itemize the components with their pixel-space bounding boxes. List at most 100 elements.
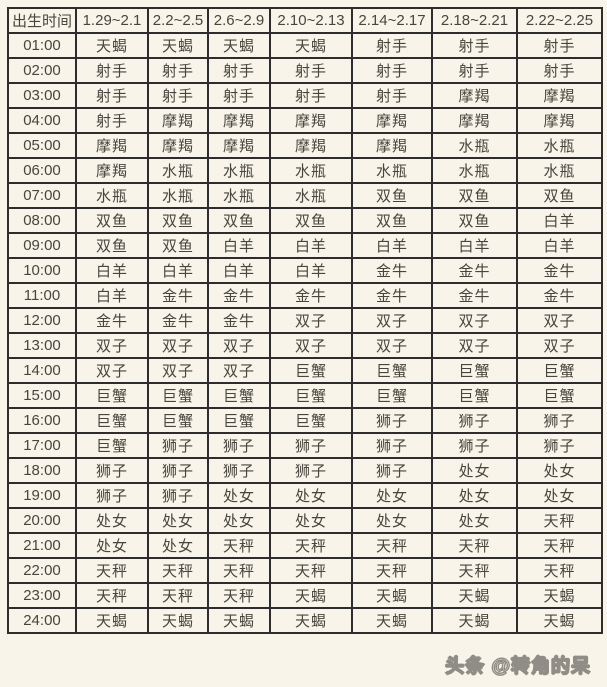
zodiac-cell: 巨蟹 [75, 432, 149, 459]
zodiac-cell: 狮子 [75, 482, 149, 509]
zodiac-cell: 狮子 [516, 432, 603, 459]
date-range-header: 2.10~2.13 [269, 7, 353, 34]
time-cell: 14:00 [7, 357, 77, 384]
zodiac-cell: 水瓶 [431, 157, 518, 184]
zodiac-cell: 天蝎 [75, 32, 149, 59]
zodiac-cell: 射手 [431, 57, 518, 84]
time-cell: 20:00 [7, 507, 77, 534]
zodiac-cell: 处女 [75, 507, 149, 534]
table-row: 21:00 处女 处女 天秤 天秤 天秤 天秤 天秤 [7, 532, 603, 559]
zodiac-cell: 狮子 [351, 407, 433, 434]
zodiac-cell: 金牛 [516, 282, 603, 309]
time-cell: 12:00 [7, 307, 77, 334]
zodiac-cell: 天秤 [269, 532, 353, 559]
table-row: 22:00 天秤 天秤 天秤 天秤 天秤 天秤 天秤 [7, 557, 603, 584]
zodiac-cell: 天蝎 [431, 607, 518, 634]
table-row: 01:00 天蝎 天蝎 天蝎 天蝎 射手 射手 射手 [7, 32, 603, 59]
zodiac-cell: 处女 [431, 507, 518, 534]
zodiac-cell: 双子 [431, 332, 518, 359]
toutiao-watermark: 头条 @转角的呆 [445, 656, 591, 678]
zodiac-cell: 双鱼 [431, 207, 518, 234]
zodiac-cell: 白羊 [516, 207, 603, 234]
time-cell: 09:00 [7, 232, 77, 259]
zodiac-cell: 射手 [269, 82, 353, 109]
table-row: 18:00 狮子 狮子 狮子 狮子 狮子 处女 处女 [7, 457, 603, 484]
zodiac-cell: 摩羯 [516, 82, 603, 109]
zodiac-cell: 双鱼 [516, 182, 603, 209]
zodiac-cell: 巨蟹 [207, 407, 271, 434]
zodiac-cell: 射手 [351, 82, 433, 109]
zodiac-cell: 射手 [207, 82, 271, 109]
table-row: 24:00 天蝎 天蝎 天蝎 天蝎 天蝎 天蝎 天蝎 [7, 607, 603, 634]
zodiac-cell: 金牛 [147, 307, 209, 334]
zodiac-cell: 金牛 [147, 282, 209, 309]
zodiac-cell: 处女 [351, 507, 433, 534]
zodiac-cell: 白羊 [431, 232, 518, 259]
zodiac-cell: 巨蟹 [269, 407, 353, 434]
zodiac-cell: 处女 [269, 507, 353, 534]
zodiac-cell: 天秤 [431, 532, 518, 559]
zodiac-cell: 摩羯 [147, 107, 209, 134]
time-cell: 05:00 [7, 132, 77, 159]
zodiac-cell: 双子 [207, 357, 271, 384]
table-row: 08:00 双鱼 双鱼 双鱼 双鱼 双鱼 双鱼 白羊 [7, 207, 603, 234]
zodiac-cell: 处女 [75, 532, 149, 559]
zodiac-cell: 射手 [75, 57, 149, 84]
zodiac-cell: 处女 [431, 482, 518, 509]
zodiac-cell: 射手 [75, 82, 149, 109]
zodiac-cell: 处女 [147, 532, 209, 559]
zodiac-cell: 天蝎 [207, 607, 271, 634]
zodiac-cell: 双鱼 [269, 207, 353, 234]
zodiac-cell: 天秤 [516, 532, 603, 559]
zodiac-cell: 处女 [516, 457, 603, 484]
zodiac-cell: 巨蟹 [75, 382, 149, 409]
zodiac-cell: 白羊 [75, 282, 149, 309]
zodiac-cell: 水瓶 [207, 157, 271, 184]
zodiac-cell: 双鱼 [147, 207, 209, 234]
date-range-header: 2.6~2.9 [207, 7, 271, 34]
zodiac-cell: 双子 [351, 307, 433, 334]
zodiac-cell: 天秤 [351, 532, 433, 559]
time-cell: 22:00 [7, 557, 77, 584]
time-cell: 18:00 [7, 457, 77, 484]
zodiac-cell: 双鱼 [431, 182, 518, 209]
zodiac-cell: 射手 [351, 32, 433, 59]
time-cell: 07:00 [7, 182, 77, 209]
zodiac-cell: 摩羯 [269, 132, 353, 159]
zodiac-time-table: 出生时间 1.29~2.1 2.2~2.5 2.6~2.9 2.10~2.13 2.14~… [7, 7, 603, 634]
zodiac-cell: 狮子 [431, 432, 518, 459]
zodiac-cell: 白羊 [75, 257, 149, 284]
zodiac-cell: 天蝎 [207, 32, 271, 59]
zodiac-cell: 天蝎 [269, 32, 353, 59]
zodiac-cell: 狮子 [207, 432, 271, 459]
zodiac-cell: 水瓶 [516, 157, 603, 184]
zodiac-cell: 射手 [147, 57, 209, 84]
zodiac-cell: 摩羯 [147, 132, 209, 159]
date-range-header: 2.18~2.21 [431, 7, 518, 34]
table-row: 02:00 射手 射手 射手 射手 射手 射手 射手 [7, 57, 603, 84]
zodiac-cell: 双鱼 [207, 207, 271, 234]
date-range-header: 2.22~2.25 [516, 7, 603, 34]
time-cell: 21:00 [7, 532, 77, 559]
zodiac-cell: 摩羯 [431, 82, 518, 109]
zodiac-cell: 双鱼 [75, 232, 149, 259]
zodiac-cell: 摩羯 [431, 107, 518, 134]
zodiac-cell: 射手 [75, 107, 149, 134]
table-row: 11:00 白羊 金牛 金牛 金牛 金牛 金牛 金牛 [7, 282, 603, 309]
zodiac-cell: 金牛 [351, 257, 433, 284]
zodiac-cell: 水瓶 [516, 132, 603, 159]
zodiac-cell: 金牛 [351, 282, 433, 309]
zodiac-cell: 摩羯 [75, 132, 149, 159]
zodiac-cell: 天秤 [75, 557, 149, 584]
zodiac-cell: 双子 [431, 307, 518, 334]
zodiac-cell: 金牛 [516, 257, 603, 284]
zodiac-cell: 射手 [431, 32, 518, 59]
zodiac-cell: 天秤 [75, 582, 149, 609]
table-row: 07:00 水瓶 水瓶 水瓶 水瓶 双鱼 双鱼 双鱼 [7, 182, 603, 209]
time-cell: 24:00 [7, 607, 77, 634]
zodiac-cell: 巨蟹 [351, 357, 433, 384]
table-row: 06:00 摩羯 水瓶 水瓶 水瓶 水瓶 水瓶 水瓶 [7, 157, 603, 184]
table-row: 13:00 双子 双子 双子 双子 双子 双子 双子 [7, 332, 603, 359]
zodiac-cell: 射手 [207, 57, 271, 84]
zodiac-cell: 白羊 [207, 257, 271, 284]
